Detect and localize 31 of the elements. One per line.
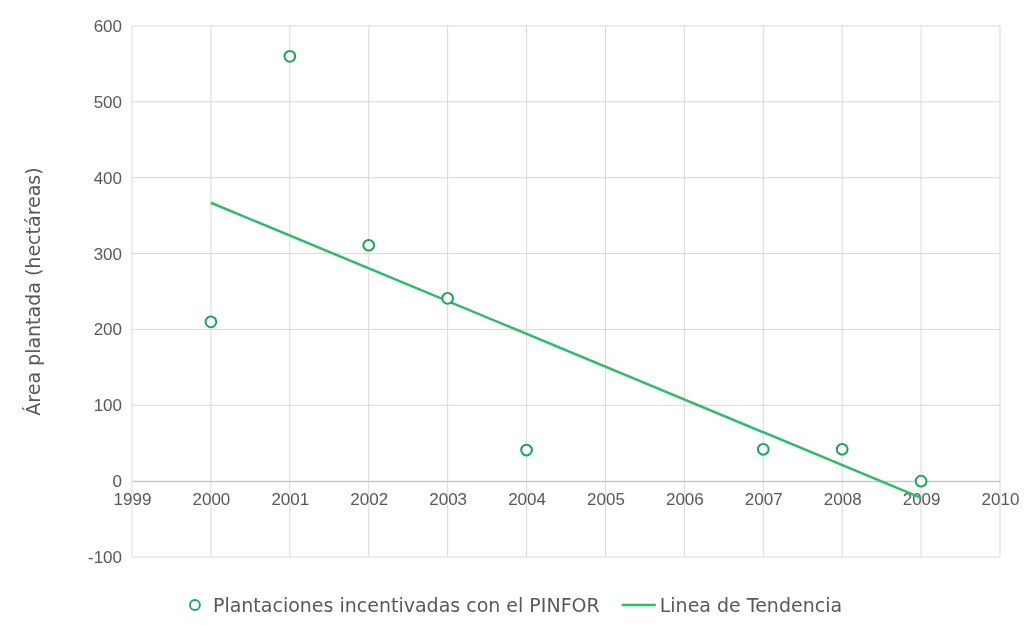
x-tick-label: 2009: [902, 490, 941, 510]
x-tick-label: 2001: [271, 490, 310, 510]
point: [204, 315, 218, 329]
point: [283, 50, 297, 63]
point: [835, 442, 849, 456]
x-tick-label: 2010: [981, 490, 1020, 510]
y-tick-label: 600: [93, 16, 122, 36]
legend-label: Plantaciones incentivadas con el PINFOR: [212, 593, 600, 616]
y-tick-label: -100: [87, 547, 122, 567]
point: [756, 442, 770, 456]
x-tick-label: 2003: [429, 490, 468, 510]
y-tick-label: 100: [93, 396, 122, 416]
y-axis-title: Área plantada (hectáreas): [22, 167, 44, 416]
y-tick-label: 200: [93, 320, 122, 340]
x-tick-label: 2000: [192, 490, 231, 510]
point: [441, 291, 454, 305]
x-tick-label: 2008: [823, 490, 862, 510]
x-tick-label: 2004: [508, 490, 546, 510]
point: [520, 443, 533, 457]
y-tick-label: 400: [93, 168, 122, 188]
y-tick-label: 300: [93, 244, 122, 264]
x-tick-label: 2002: [350, 490, 389, 510]
point: [914, 474, 928, 488]
point: [362, 238, 376, 252]
y-tick-label: 500: [93, 92, 122, 112]
x-tick-label: 1999: [113, 490, 152, 510]
y-tick-label: 0: [112, 472, 122, 492]
x-tick-label: 2007: [744, 490, 783, 510]
x-tick-label: 2006: [665, 490, 704, 510]
legend-label: Linea de Tendencia: [659, 593, 843, 616]
x-tick-label: 2005: [587, 490, 625, 510]
